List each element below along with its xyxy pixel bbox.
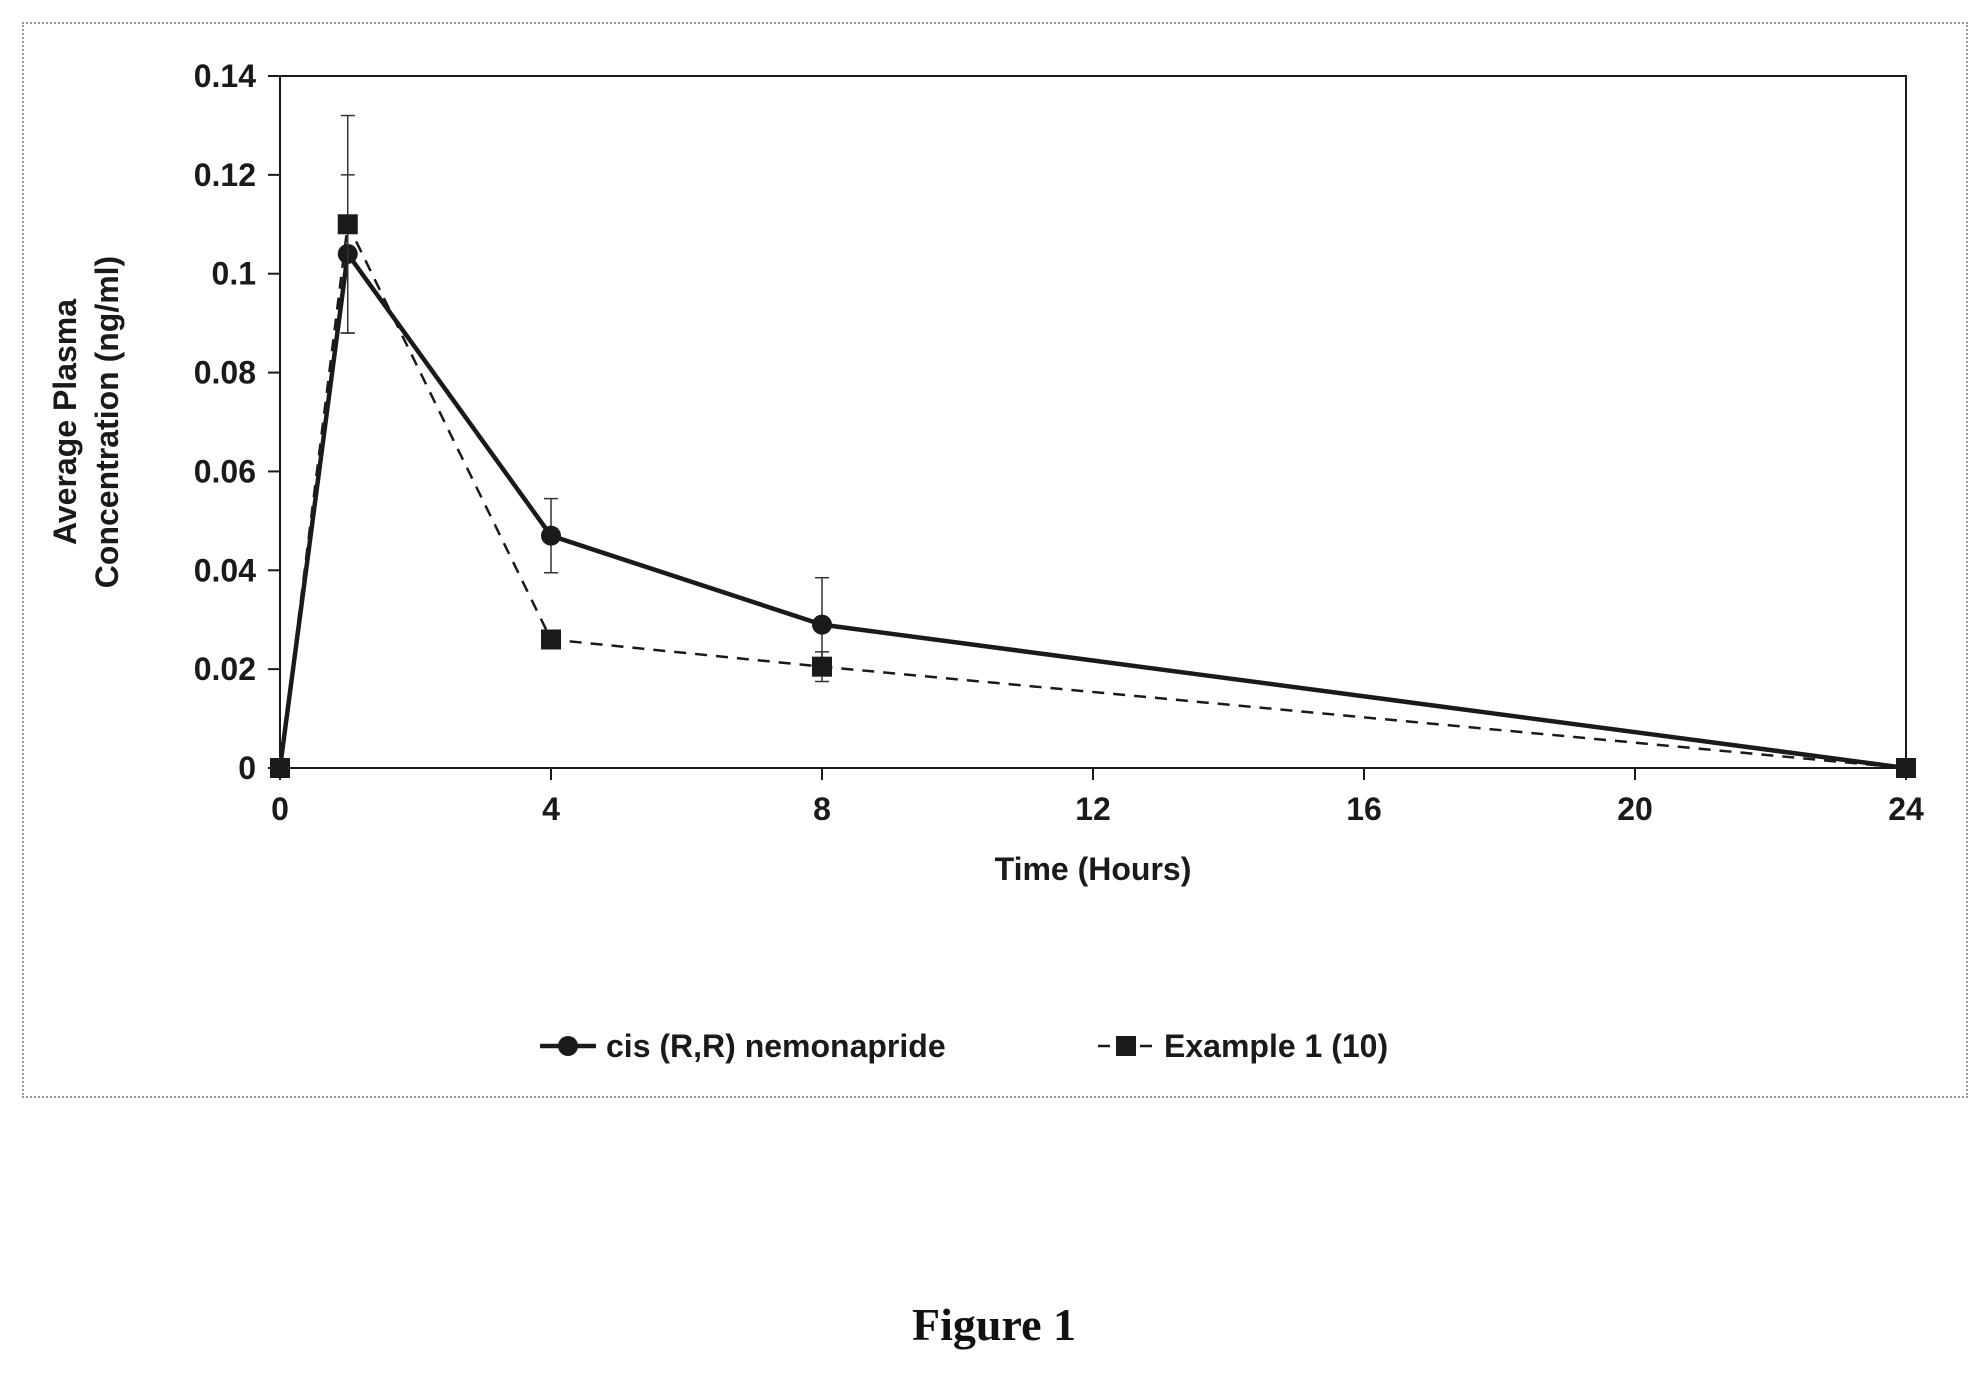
x-tick-label: 0 [271, 791, 289, 827]
figure-caption: Figure 1 [912, 1299, 1076, 1350]
legend-marker [558, 1036, 578, 1056]
data-point [541, 525, 561, 546]
x-tick-label: 16 [1346, 791, 1382, 827]
x-tick-label: 12 [1075, 791, 1111, 827]
x-tick-label: 8 [813, 791, 831, 827]
y-tick-label: 0.02 [194, 651, 256, 687]
data-point [541, 629, 561, 650]
y-tick-label: 0.06 [194, 453, 256, 489]
legend-marker [1116, 1036, 1136, 1056]
y-tick-label: 0.12 [194, 157, 256, 193]
legend-label: cis (R,R) nemonapride [606, 1028, 946, 1064]
y-tick-label: 0.1 [212, 256, 256, 292]
series-1 [270, 114, 1916, 778]
x-tick-label: 24 [1888, 791, 1924, 827]
data-point [812, 614, 832, 635]
data-point [337, 214, 358, 235]
data-point [1896, 758, 1916, 778]
legend-label: Example 1 (10) [1164, 1028, 1388, 1064]
y-tick-label: 0.14 [194, 58, 256, 94]
x-tick-label: 4 [542, 791, 560, 827]
chart: 0 0.02 0.04 0.06 0.08 0.1 0.12 0.14 0 4 8 12 16 20 24… [47, 58, 1924, 1064]
plot-area-frame [279, 75, 1907, 769]
y-tick-label: 0.08 [194, 355, 256, 391]
figure-frame [22, 22, 1968, 1098]
legend-item-1: Example 1 (10) [1098, 1028, 1388, 1064]
y-tick-label: 0 [238, 750, 256, 786]
x-axis-title: Time (Hours) [995, 851, 1192, 887]
x-tick-label: 20 [1617, 791, 1653, 827]
series-0 [270, 174, 1916, 778]
y-tick-label: 0.04 [194, 552, 256, 588]
data-point [812, 656, 832, 677]
data-point [270, 758, 290, 778]
y-axis-title-line: Average Plasma [47, 299, 83, 545]
legend-item-0: cis (R,R) nemonapride [540, 1028, 946, 1064]
y-axis-title-line: Concentration (ng/ml) [89, 256, 125, 588]
